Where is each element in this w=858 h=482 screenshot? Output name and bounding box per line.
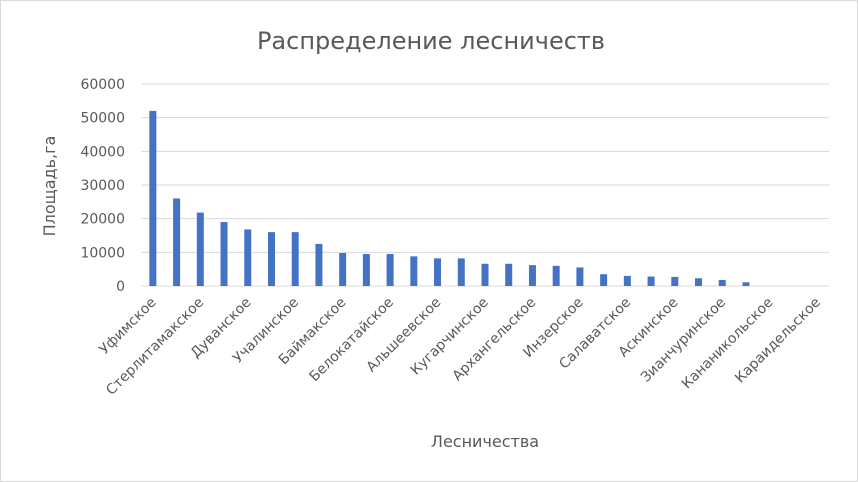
x-tick-label: Зианчуринское — [638, 295, 729, 386]
y-tick-label: 20000 — [80, 212, 125, 228]
bars — [149, 110, 750, 286]
y-tick-label: 30000 — [80, 178, 125, 194]
bar — [220, 222, 228, 286]
y-tick-label: 0 — [116, 279, 125, 295]
bar — [291, 232, 299, 286]
bar — [434, 258, 442, 286]
y-tick-labels: 0 10000 20000 30000 40000 50000 60000 — [80, 77, 125, 295]
bar — [410, 256, 418, 286]
bar — [600, 274, 608, 286]
bar — [386, 254, 394, 286]
bar — [315, 243, 323, 286]
bar — [244, 229, 252, 286]
bar — [528, 265, 536, 286]
x-tick-label: Караидельское — [732, 295, 824, 387]
x-tick-labels: УфимскоеСтерлитамакскоеДуванскоеУчалинск… — [96, 295, 824, 399]
y-tick-label: 50000 — [80, 111, 125, 127]
x-tick-label: Архангельское — [449, 295, 539, 385]
bar — [196, 212, 204, 286]
x-axis-label: Лесничества — [431, 432, 539, 451]
y-tick-label: 40000 — [80, 144, 125, 160]
y-axis-label: Площадь,га — [40, 136, 59, 237]
gridlines — [141, 83, 829, 287]
bar — [149, 110, 157, 286]
x-tick-label: Белокатайское — [306, 295, 396, 385]
bar — [267, 232, 275, 286]
bar — [576, 267, 584, 286]
bar — [481, 263, 489, 286]
bar — [623, 275, 631, 286]
bar — [647, 276, 655, 286]
bar — [695, 278, 703, 286]
bar — [718, 279, 726, 286]
bar — [457, 258, 465, 286]
bar — [552, 265, 560, 286]
bar — [505, 263, 513, 286]
bar — [671, 276, 679, 286]
bar — [339, 253, 347, 286]
y-tick-label: 10000 — [80, 245, 125, 261]
chart-title: Распределение лесничеств — [257, 27, 605, 55]
bar — [362, 254, 370, 286]
y-tick-label: 60000 — [80, 77, 125, 93]
x-tick-label: Кананикольское — [679, 295, 777, 393]
bar — [173, 198, 181, 286]
bar — [742, 282, 750, 286]
